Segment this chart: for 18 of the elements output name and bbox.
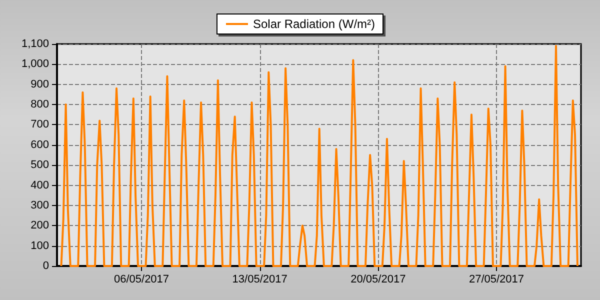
y-tick-label: 1,000 [21, 58, 49, 70]
y-tick-label: 1,100 [21, 38, 49, 50]
y-tick-label: 800 [30, 98, 49, 111]
y-tick-label: 600 [30, 138, 49, 151]
x-tick-label: 13/05/2017 [232, 274, 288, 286]
x-tick-label: 06/05/2017 [114, 274, 170, 286]
y-tick-label: 100 [30, 240, 49, 252]
x-tick-label: 27/05/2017 [468, 274, 524, 286]
legend-label: Solar Radiation (W/m²) [252, 17, 376, 31]
line-series [60, 45, 578, 267]
x-tick-label: 20/05/2017 [350, 274, 406, 286]
y-tick-label: 0 [42, 260, 49, 272]
y-tick-label: 500 [30, 159, 49, 172]
y-tick-label: 400 [30, 179, 49, 192]
y-tick-label: 200 [30, 220, 49, 232]
y-tick-label: 300 [30, 199, 49, 212]
y-tick-label: 900 [30, 78, 49, 90]
y-tick-label: 700 [30, 118, 49, 131]
